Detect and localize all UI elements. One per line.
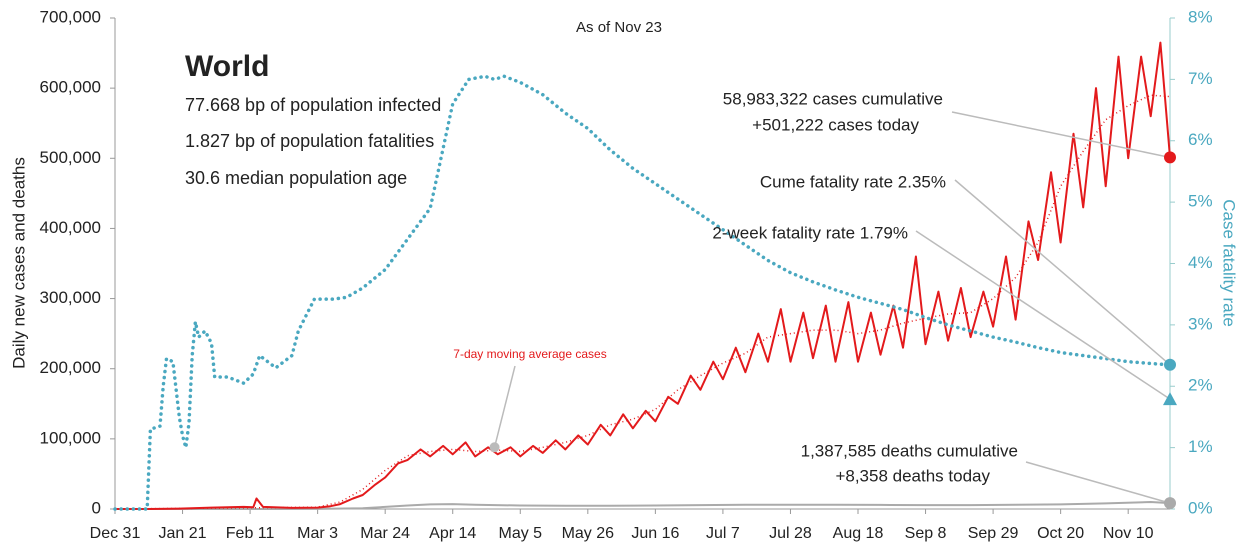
annotation: 2-week fatality rate 1.79% <box>712 223 908 242</box>
panel-line: 77.668 bp of population infected <box>185 95 441 115</box>
y2-axis-title: Case fatality rate <box>1220 199 1239 327</box>
leader-line <box>954 179 1171 366</box>
x-tick-label: Feb 11 <box>226 525 275 542</box>
leader-line <box>1025 461 1171 504</box>
y2-tick-label: 4% <box>1188 253 1213 272</box>
y2-tick-label: 1% <box>1188 437 1213 456</box>
x-tick-label: May 5 <box>498 525 542 542</box>
y2-tick-label: 8% <box>1188 7 1213 26</box>
panel-title: World <box>185 50 269 83</box>
subtitle: As of Nov 23 <box>576 19 662 36</box>
annotation: Cume fatality rate 2.35% <box>760 172 946 191</box>
x-tick-label: Jul 7 <box>706 525 740 542</box>
y2-tick-label: 3% <box>1188 314 1213 333</box>
x-tick-label: May 26 <box>562 525 615 542</box>
y2-tick-label: 5% <box>1188 192 1213 211</box>
y2-tick-label: 2% <box>1188 376 1213 395</box>
series-line <box>115 501 1171 510</box>
leader-line <box>915 230 1171 400</box>
series-line <box>113 74 1172 511</box>
y-tick-label: 100,000 <box>40 428 101 447</box>
panel-line: 1.827 bp of population fatalities <box>185 131 434 151</box>
y2-tick-label: 7% <box>1188 69 1213 88</box>
y-tick-label: 500,000 <box>40 148 101 167</box>
y-tick-label: 600,000 <box>40 78 101 97</box>
marker <box>1164 151 1176 164</box>
y2-tick-label: 0% <box>1188 498 1213 517</box>
x-tick-label: Jan 21 <box>159 525 207 542</box>
series-line <box>115 41 1171 510</box>
x-tick-label: Mar 24 <box>360 525 410 542</box>
marker <box>1164 497 1176 510</box>
leader-line <box>493 365 516 448</box>
panel-line: 30.6 median population age <box>185 168 407 188</box>
marker <box>489 442 500 453</box>
x-tick-label: Apr 14 <box>429 525 476 542</box>
annotation: +501,222 cases today <box>752 115 919 134</box>
y-axis-title: Daily new cases and deaths <box>9 157 28 369</box>
x-tick-label: Nov 10 <box>1103 525 1154 542</box>
leader-line <box>951 111 1171 159</box>
x-tick-label: Sep 8 <box>905 525 947 542</box>
annotation: +8,358 deaths today <box>835 466 990 485</box>
y-tick-label: 200,000 <box>40 358 101 377</box>
annotation: 7-day moving average cases <box>453 347 606 361</box>
annotation: 58,983,322 cases cumulative <box>723 89 943 108</box>
y-tick-label: 700,000 <box>40 7 101 26</box>
x-tick-label: Aug 18 <box>833 525 884 542</box>
y-tick-label: 300,000 <box>40 288 101 307</box>
y2-tick-label: 6% <box>1188 130 1213 149</box>
y-tick-label: 400,000 <box>40 218 101 237</box>
x-tick-label: Oct 20 <box>1037 525 1084 542</box>
x-tick-label: Mar 3 <box>297 525 338 542</box>
annotation: 1,387,585 deaths cumulative <box>801 441 1018 460</box>
x-tick-label: Sep 29 <box>968 525 1019 542</box>
y-tick-label: 0 <box>92 498 101 517</box>
marker <box>1164 358 1176 371</box>
x-tick-label: Jul 28 <box>769 525 812 542</box>
x-tick-label: Dec 31 <box>90 525 141 542</box>
marker <box>1163 392 1177 406</box>
x-tick-label: Jun 16 <box>631 525 679 542</box>
